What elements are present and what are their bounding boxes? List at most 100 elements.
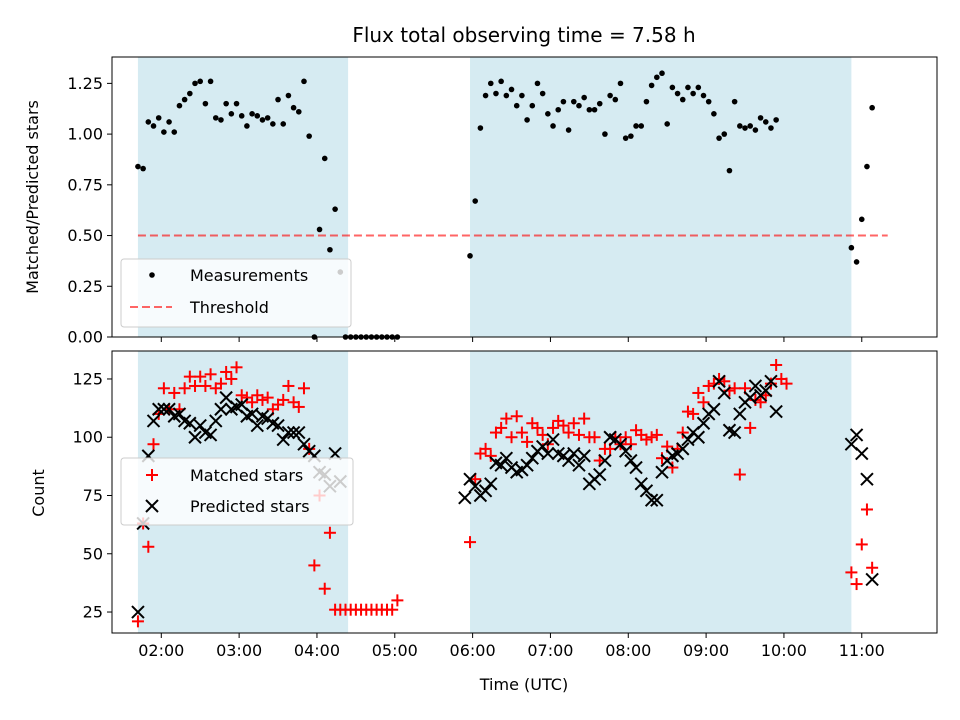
measurement-point xyxy=(155,115,162,121)
measurement-point xyxy=(280,121,287,127)
measurement-point xyxy=(166,119,172,125)
legend-predicted-label: Predicted stars xyxy=(190,497,310,516)
predicted-star-point xyxy=(494,458,508,472)
matched-star-point xyxy=(391,594,404,607)
matched-star-point xyxy=(204,368,217,381)
measurement-point xyxy=(864,163,870,170)
measurement-point xyxy=(467,253,473,259)
measurement-point xyxy=(602,131,608,137)
matched-star-point xyxy=(178,382,191,395)
measurement-point xyxy=(472,198,479,204)
observing-window-2 xyxy=(470,351,852,633)
measurement-point xyxy=(633,123,639,129)
matched-star-point xyxy=(131,615,144,628)
measurement-point xyxy=(586,106,593,113)
predicted-star-point xyxy=(696,416,711,430)
measurement-point xyxy=(316,226,323,233)
predicted-star-point xyxy=(297,437,311,451)
measurement-point xyxy=(197,78,204,85)
measurement-point xyxy=(617,80,624,87)
matched-star-point xyxy=(733,468,746,481)
matched-star-point xyxy=(225,372,238,385)
matched-star-point xyxy=(770,358,783,371)
top-y-axis-label: Matched/Predicted stars xyxy=(23,100,42,294)
matched-star-point xyxy=(692,386,705,399)
predicted-star-point xyxy=(727,425,742,440)
measurement-point xyxy=(685,84,691,91)
predicted-star-point xyxy=(131,605,145,619)
measurement-point xyxy=(757,115,764,121)
bottom-y-axis-label: Count xyxy=(29,469,48,517)
predicted-star-point xyxy=(624,453,638,468)
measurement-point xyxy=(762,119,769,125)
x-tick-label: 03:00 xyxy=(216,641,262,660)
matched-star-point xyxy=(235,389,248,402)
measurement-point xyxy=(591,106,598,113)
matched-star-point xyxy=(619,431,632,444)
chart-title: Flux total observing time = 7.58 h xyxy=(352,23,695,47)
predicted-star-point xyxy=(214,402,228,416)
predicted-star-point xyxy=(618,444,633,458)
measurement-point xyxy=(742,125,748,131)
matched-star-point xyxy=(666,461,679,474)
x-tick-label: 04:00 xyxy=(294,641,340,660)
measurement-point xyxy=(192,80,198,87)
measurement-point xyxy=(705,98,712,105)
matched-star-point xyxy=(562,426,575,439)
measurement-point xyxy=(643,98,650,105)
matched-star-point xyxy=(505,431,518,444)
predicted-star-point xyxy=(463,472,477,486)
matched-star-point xyxy=(479,442,492,455)
x-axis-label: Time (UTC) xyxy=(479,675,568,694)
matched-star-point xyxy=(261,391,274,404)
predicted-star-point xyxy=(292,425,306,440)
y-tick-label: 1.25 xyxy=(67,74,103,93)
matched-star-point xyxy=(697,396,710,409)
predicted-star-point xyxy=(613,437,628,451)
measurement-point xyxy=(848,244,855,251)
bottom-panel: 25 50 75 100 125 02:00 03:00 04:00 05:00 06:00 07:… xyxy=(29,350,938,694)
measurement-point xyxy=(853,259,860,265)
matched-star-point xyxy=(728,382,741,395)
predicted-star-point xyxy=(478,484,493,498)
matched-star-point xyxy=(495,421,508,434)
predicted-star-point xyxy=(525,451,539,465)
predicted-star-point xyxy=(281,425,296,440)
predicted-star-point xyxy=(598,453,612,468)
measurement-point xyxy=(135,163,141,170)
measurement-point xyxy=(570,98,577,105)
predicted-star-point xyxy=(203,428,218,442)
measurement-point xyxy=(731,98,738,105)
predicted-star-point xyxy=(151,402,166,416)
predicted-star-point xyxy=(748,379,763,393)
measurement-point xyxy=(858,216,865,223)
predicted-star-point xyxy=(865,572,879,587)
measurement-point xyxy=(202,100,209,107)
measurement-point xyxy=(773,117,779,123)
matched-star-point xyxy=(386,603,399,616)
measurement-point xyxy=(659,70,665,77)
measurement-point xyxy=(711,111,717,117)
measurement-point xyxy=(519,92,525,99)
x-tick-label: 07:00 xyxy=(527,641,573,660)
measurement-point xyxy=(695,84,702,91)
y-tick-label: 25 xyxy=(83,603,103,622)
bottom-legend: Matched stars Predicted stars xyxy=(120,457,354,526)
measurement-point xyxy=(607,92,613,99)
legend-matched-label: Matched stars xyxy=(190,466,303,485)
predicted-star-point xyxy=(546,432,560,447)
matched-star-point xyxy=(194,370,207,383)
matched-star-point xyxy=(536,428,549,441)
matched-star-point xyxy=(645,431,658,444)
top-legend-box xyxy=(120,258,352,328)
measurement-point xyxy=(332,206,338,212)
y-tick-label: 1.00 xyxy=(67,125,103,144)
bottom-panel-ticks: 25 50 75 100 125 02:00 03:00 04:00 05:00 06:00 07:… xyxy=(72,369,884,660)
matched-star-point xyxy=(189,379,202,392)
predicted-star-point xyxy=(759,383,773,398)
matched-star-point xyxy=(531,421,544,434)
matched-star-point xyxy=(297,382,310,395)
measurement-point xyxy=(534,80,541,87)
predicted-star-point xyxy=(860,472,874,486)
